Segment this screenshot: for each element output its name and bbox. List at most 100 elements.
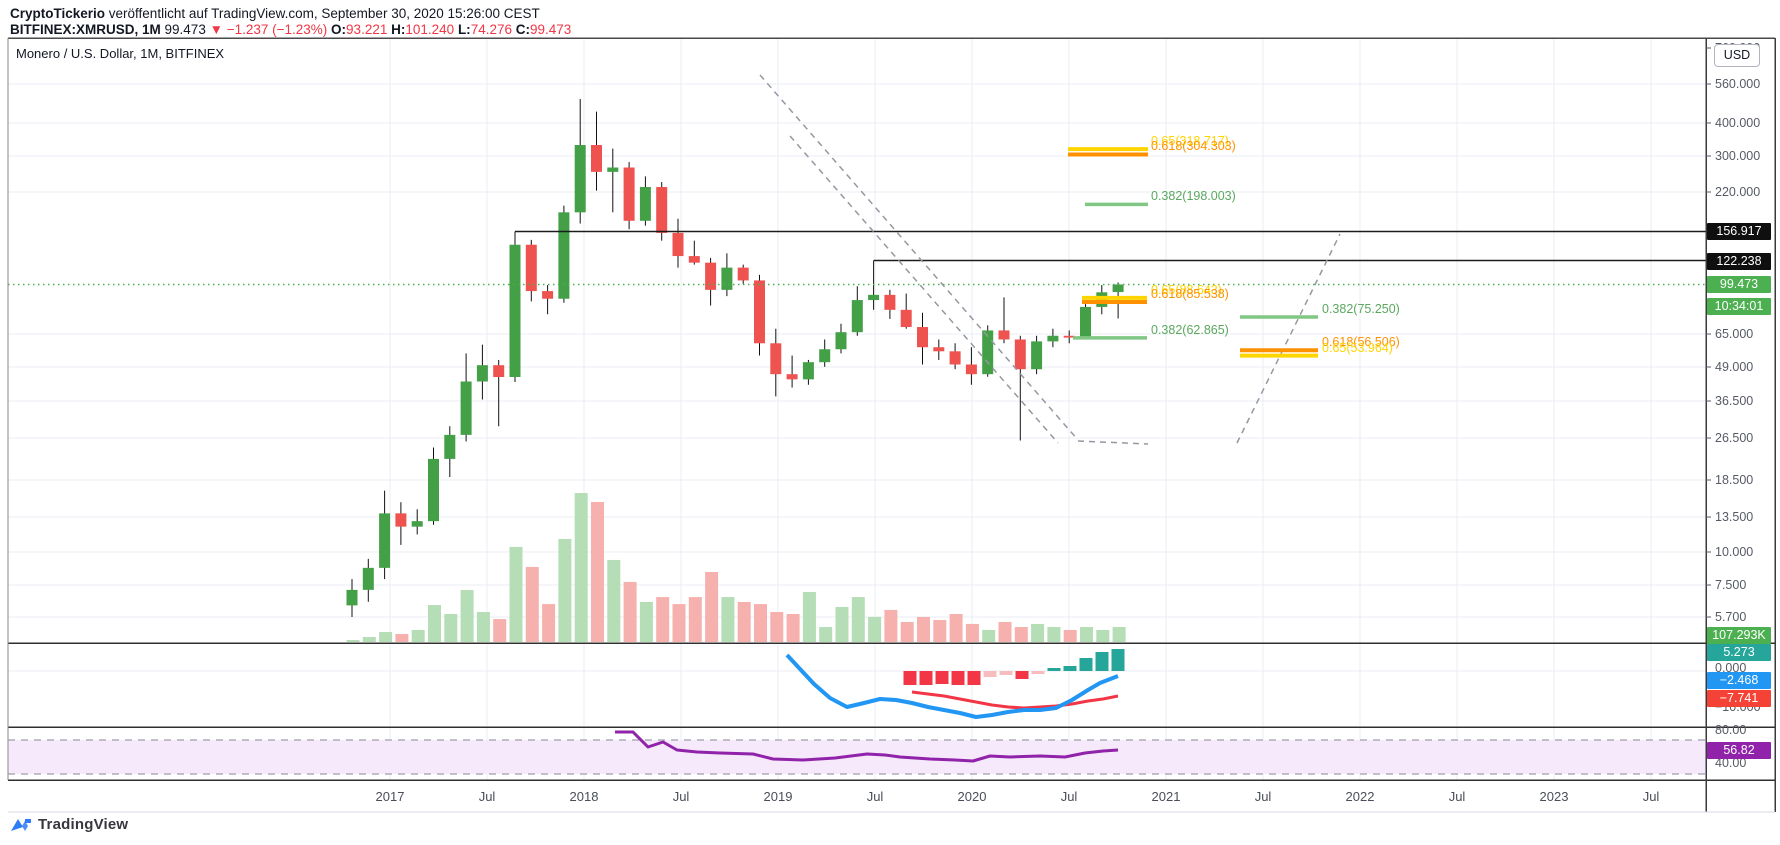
- dashed-trendline: [1077, 440, 1149, 445]
- candle-body: [1112, 284, 1124, 293]
- volume-bar: [428, 605, 441, 642]
- macd-main-line: [785, 653, 1119, 719]
- pane-title: Monero / U.S. Dollar, 1M, BITFINEX: [16, 46, 225, 61]
- candle-body: [639, 187, 651, 221]
- volume-bar: [982, 629, 996, 642]
- high-label: H:: [391, 22, 406, 37]
- candle-body: [868, 294, 880, 301]
- low-value: 74.276: [470, 22, 512, 37]
- candle-body: [395, 513, 407, 527]
- symbol-line: BITFINEX:XMRUSD, 1M 99.473 ▼ −1.237 (−1.…: [10, 22, 571, 37]
- publish-line: CryptoTickerio veröffentlicht auf Tradin…: [10, 6, 540, 21]
- candle-body: [737, 267, 749, 281]
- currency-unit-button[interactable]: USD: [1714, 44, 1760, 67]
- dashed-trendline: [1236, 233, 1341, 444]
- macd-histogram-bar: [967, 671, 981, 685]
- rsi-band: [8, 740, 1706, 774]
- time-tick-label: Jul: [1254, 789, 1272, 804]
- volume-bar: [1063, 629, 1077, 642]
- volume-bar: [721, 597, 735, 642]
- volume-bar: [591, 502, 604, 642]
- macd-histogram-bar: [1095, 652, 1109, 671]
- macd-histogram-bar: [935, 671, 949, 684]
- candle-body: [1080, 306, 1091, 338]
- candle-body: [770, 343, 782, 375]
- volume-bar: [884, 609, 898, 642]
- volume-bar: [819, 627, 833, 642]
- time-tick-label: 2020: [957, 789, 987, 804]
- time-tick-label: 2021: [1151, 789, 1181, 804]
- volume-bar: [705, 572, 719, 642]
- volume-bar: [688, 597, 702, 642]
- macd-histogram-bar: [1111, 649, 1125, 671]
- candle-body: [1031, 341, 1043, 370]
- tradingview-logo[interactable]: TradingView: [10, 813, 128, 835]
- volume-bar: [542, 604, 556, 642]
- volume-bar: [786, 614, 800, 642]
- candle-body: [754, 280, 765, 344]
- low-label: L:: [457, 22, 471, 37]
- macd-histogram-bar: [1079, 658, 1093, 671]
- macd-histogram-bar: [951, 671, 965, 685]
- volume-bar: [395, 634, 409, 642]
- volume-bar: [965, 623, 979, 642]
- candle-body: [917, 327, 928, 348]
- publisher-name: CryptoTickerio: [10, 6, 106, 21]
- volume-bar: [1096, 629, 1110, 642]
- candle-body: [558, 212, 570, 299]
- volume-bar: [607, 559, 621, 642]
- volume-bar: [917, 616, 930, 642]
- volume-bar: [737, 601, 751, 642]
- time-tick-label: Jul: [1642, 789, 1660, 804]
- volume-bar: [476, 612, 490, 642]
- macd-histogram-bar: [1031, 671, 1045, 674]
- time-tick-label: Jul: [1448, 789, 1466, 804]
- high-value: 101.240: [405, 22, 455, 37]
- last-price: 99.473: [164, 22, 206, 37]
- candle-body: [802, 362, 814, 380]
- volume-bar: [900, 621, 914, 642]
- volume-bar: [754, 604, 767, 642]
- tradingview-logo-text: TradingView: [38, 815, 129, 833]
- candle-body: [362, 567, 374, 590]
- volume-bar: [949, 614, 963, 642]
- volume-bar: [525, 566, 539, 642]
- candle-body: [688, 256, 700, 263]
- candle-body: [656, 187, 668, 233]
- symbol-name: BITFINEX:XMRUSD, 1M: [10, 22, 161, 37]
- macd-histogram-bar: [999, 671, 1013, 675]
- candle-body: [444, 434, 456, 459]
- volume-bar: [672, 604, 686, 642]
- volume-bar: [362, 636, 376, 642]
- macd-signal-line: [911, 690, 1119, 710]
- time-tick-label: 2019: [763, 789, 793, 804]
- candle-body: [900, 309, 912, 328]
- macd-histogram-bar: [919, 671, 933, 685]
- time-tick-label: Jul: [1060, 789, 1078, 804]
- tradingview-mountain-icon: [11, 819, 31, 831]
- rsi-line: [615, 730, 1119, 763]
- volume-bar: [1047, 627, 1061, 642]
- macd-histogram-bar: [1015, 671, 1029, 679]
- volume-bar: [851, 597, 865, 642]
- candle-body: [493, 365, 505, 377]
- candle-body: [819, 349, 831, 363]
- candle-body: [379, 513, 391, 568]
- publish-info: veröffentlicht auf TradingView.com, Sept…: [105, 6, 540, 21]
- volume-bar: [656, 597, 670, 642]
- volume-bar: [802, 592, 816, 642]
- candle-body: [884, 294, 896, 310]
- time-tick-label: 2022: [1345, 789, 1375, 804]
- candle-body: [542, 291, 554, 299]
- volume-bar: [379, 632, 393, 642]
- volume-bar: [509, 546, 523, 642]
- time-tick-label: Jul: [866, 789, 884, 804]
- candle-body: [411, 521, 423, 527]
- price-change: ▼ −1.237 (−1.23%): [209, 22, 328, 37]
- volume-bar: [346, 640, 360, 642]
- volume-bar: [1014, 627, 1028, 642]
- time-tick-label: 2023: [1539, 789, 1569, 804]
- candle-body: [574, 145, 586, 213]
- volume-bar: [639, 601, 653, 642]
